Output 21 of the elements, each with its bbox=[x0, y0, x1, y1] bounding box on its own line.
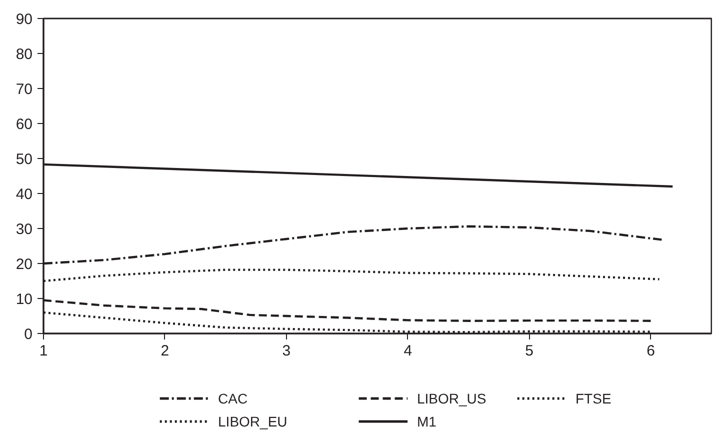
y-tick-label: 40 bbox=[16, 186, 33, 203]
legend-label: CAC bbox=[218, 390, 248, 406]
x-tick-label: 4 bbox=[404, 342, 412, 360]
y-tick-label: 60 bbox=[16, 116, 33, 133]
x-tick-label: 3 bbox=[282, 342, 291, 360]
legend-label: M1 bbox=[416, 414, 437, 430]
x-tick-label: 2 bbox=[160, 342, 170, 360]
y-tick-label: 0 bbox=[24, 326, 32, 343]
x-tick-label: 1 bbox=[39, 342, 48, 360]
legend-label: FTSE bbox=[576, 390, 612, 406]
y-tick-label: 80 bbox=[16, 46, 33, 63]
y-tick-label: 30 bbox=[16, 221, 33, 238]
x-tick-label: 6 bbox=[646, 342, 655, 360]
y-tick-label: 70 bbox=[16, 81, 33, 98]
x-tick-label: 5 bbox=[525, 342, 534, 360]
y-tick-label: 20 bbox=[16, 256, 33, 273]
legend-label: LIBOR_EU bbox=[218, 414, 288, 430]
y-tick-label: 90 bbox=[16, 11, 33, 28]
y-tick-label: 10 bbox=[16, 291, 33, 308]
legend-label: LIBOR_US bbox=[416, 390, 486, 406]
y-tick-label: 50 bbox=[16, 151, 33, 168]
